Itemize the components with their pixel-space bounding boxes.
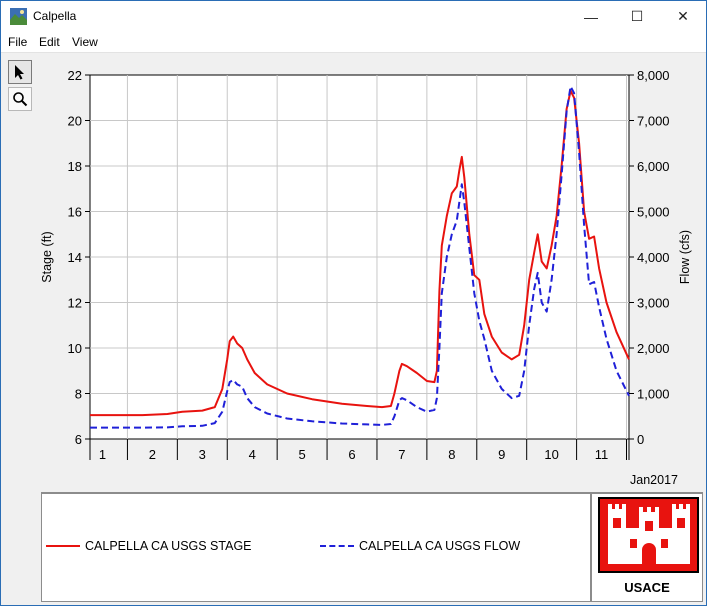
title-bar: Calpella — ☐ ✕ xyxy=(1,1,706,32)
castle-icon xyxy=(607,504,690,564)
left-tick-label: 6 xyxy=(75,432,82,447)
x-tick-label: 7 xyxy=(398,447,405,462)
left-tick-label: 12 xyxy=(68,296,82,311)
x-tick-label: 5 xyxy=(298,447,305,462)
zoom-tool-button[interactable] xyxy=(8,87,32,111)
left-tick-label: 22 xyxy=(68,68,82,83)
close-icon: ✕ xyxy=(677,8,689,24)
legend-label-stage: CALPELLA CA USGS STAGE xyxy=(85,539,252,553)
x-tick-label: 2 xyxy=(149,447,156,462)
right-tick-label: 6,000 xyxy=(637,159,670,174)
legend-swatch-flow xyxy=(320,545,354,547)
left-tick-label: 14 xyxy=(68,250,82,265)
left-axis: 6 8 10 12 14 16 18 20 22 xyxy=(68,68,90,447)
minimize-icon: — xyxy=(584,8,598,25)
left-tick-label: 20 xyxy=(68,114,82,129)
window-title: Calpella xyxy=(33,9,77,23)
x-tick-label: 6 xyxy=(348,447,355,462)
maximize-icon: ☐ xyxy=(630,8,644,24)
app-icon xyxy=(10,8,27,25)
right-tick-label: 3,000 xyxy=(637,296,670,311)
menu-edit[interactable]: Edit xyxy=(39,35,60,49)
left-tick-label: 8 xyxy=(75,387,82,402)
right-axis-label: Flow (cfs) xyxy=(678,230,692,284)
x-axis-label: Jan2017 xyxy=(630,473,678,487)
right-tick-label: 8,000 xyxy=(637,68,670,83)
plot-panel: 6 8 10 12 14 16 18 20 22 0 1,000 2,000 3,000 4,000 5,… xyxy=(37,54,706,491)
x-axis: 1 2 3 4 5 6 7 8 9 10 11 xyxy=(89,439,630,462)
close-button[interactable]: ✕ xyxy=(660,1,706,32)
left-axis-label: Stage (ft) xyxy=(40,231,54,282)
series-group xyxy=(90,85,630,429)
flow-series-line xyxy=(90,85,630,429)
legend-panel: CALPELLA CA USGS STAGE CALPELLA CA USGS … xyxy=(41,492,591,602)
logo-panel: USACE xyxy=(591,492,703,602)
menu-view[interactable]: View xyxy=(72,35,98,49)
x-tick-label: 8 xyxy=(448,447,455,462)
x-tick-label: 1 xyxy=(99,447,106,462)
right-tick-label: 7,000 xyxy=(637,114,670,129)
menu-file[interactable]: File xyxy=(8,35,28,49)
menu-bar: File Edit View xyxy=(1,32,706,53)
grid-lines xyxy=(90,75,629,439)
maximize-button[interactable]: ☐ xyxy=(614,1,660,32)
logo-label: USACE xyxy=(624,580,670,595)
legend-label-flow: CALPELLA CA USGS FLOW xyxy=(359,539,521,553)
right-tick-label: 4,000 xyxy=(637,250,670,265)
left-tick-label: 18 xyxy=(68,159,82,174)
legend-entry-flow: CALPELLA CA USGS FLOW xyxy=(320,539,520,553)
minimize-button[interactable]: — xyxy=(568,1,614,32)
pointer-icon xyxy=(15,65,24,80)
zoom-icon xyxy=(13,92,28,107)
x-tick-label: 11 xyxy=(595,447,609,462)
left-tick-label: 16 xyxy=(68,205,82,220)
pointer-tool-button[interactable] xyxy=(8,60,32,84)
legend-entry-stage: CALPELLA CA USGS STAGE xyxy=(46,539,252,553)
usace-castle-logo xyxy=(598,497,699,573)
right-tick-label: 1,000 xyxy=(637,387,670,402)
x-tick-label: 10 xyxy=(544,447,558,462)
right-tick-label: 2,000 xyxy=(637,341,670,356)
x-tick-label: 3 xyxy=(199,447,206,462)
legend-swatch-stage xyxy=(46,545,80,547)
right-tick-label: 0 xyxy=(637,432,644,447)
left-tick-label: 10 xyxy=(68,341,82,356)
right-tick-label: 5,000 xyxy=(637,205,670,220)
x-tick-label: 4 xyxy=(249,447,256,462)
tool-column xyxy=(1,54,37,605)
right-axis: 0 1,000 2,000 3,000 4,000 5,000 6,000 7,000 8,00… xyxy=(629,68,670,447)
x-tick-label: 9 xyxy=(498,447,505,462)
